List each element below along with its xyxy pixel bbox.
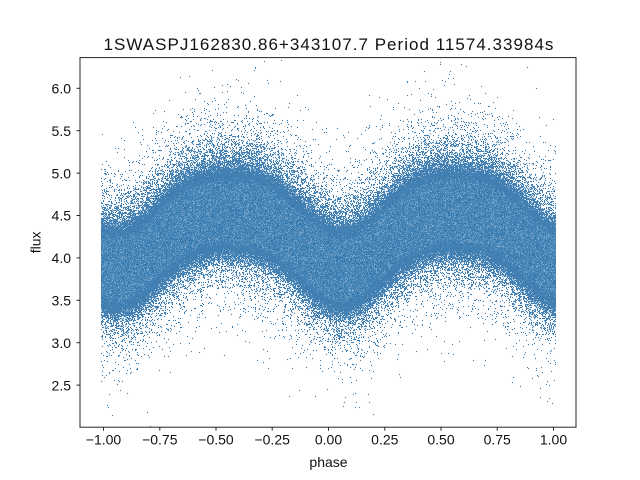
svg-text:4.5: 4.5 <box>52 208 72 224</box>
svg-text:0.25: 0.25 <box>371 432 398 448</box>
svg-text:−0.75: −0.75 <box>142 432 178 448</box>
svg-text:−0.25: −0.25 <box>254 432 290 448</box>
svg-text:2.5: 2.5 <box>52 377 72 393</box>
svg-text:3.0: 3.0 <box>52 335 72 351</box>
svg-text:5.5: 5.5 <box>52 123 72 139</box>
svg-text:6.0: 6.0 <box>52 81 72 97</box>
svg-text:3.5: 3.5 <box>52 293 72 309</box>
svg-text:0.00: 0.00 <box>315 432 342 448</box>
svg-text:flux: flux <box>28 232 44 254</box>
svg-text:−0.50: −0.50 <box>198 432 234 448</box>
svg-text:1SWASPJ162830.86+343107.7 Peri: 1SWASPJ162830.86+343107.7 Period 11574.3… <box>104 35 555 54</box>
svg-text:0.50: 0.50 <box>427 432 454 448</box>
svg-text:4.0: 4.0 <box>52 250 72 266</box>
svg-text:phase: phase <box>309 454 347 470</box>
svg-text:0.75: 0.75 <box>484 432 511 448</box>
svg-text:5.0: 5.0 <box>52 165 72 181</box>
svg-text:1.00: 1.00 <box>540 432 567 448</box>
svg-text:−1.00: −1.00 <box>86 432 122 448</box>
